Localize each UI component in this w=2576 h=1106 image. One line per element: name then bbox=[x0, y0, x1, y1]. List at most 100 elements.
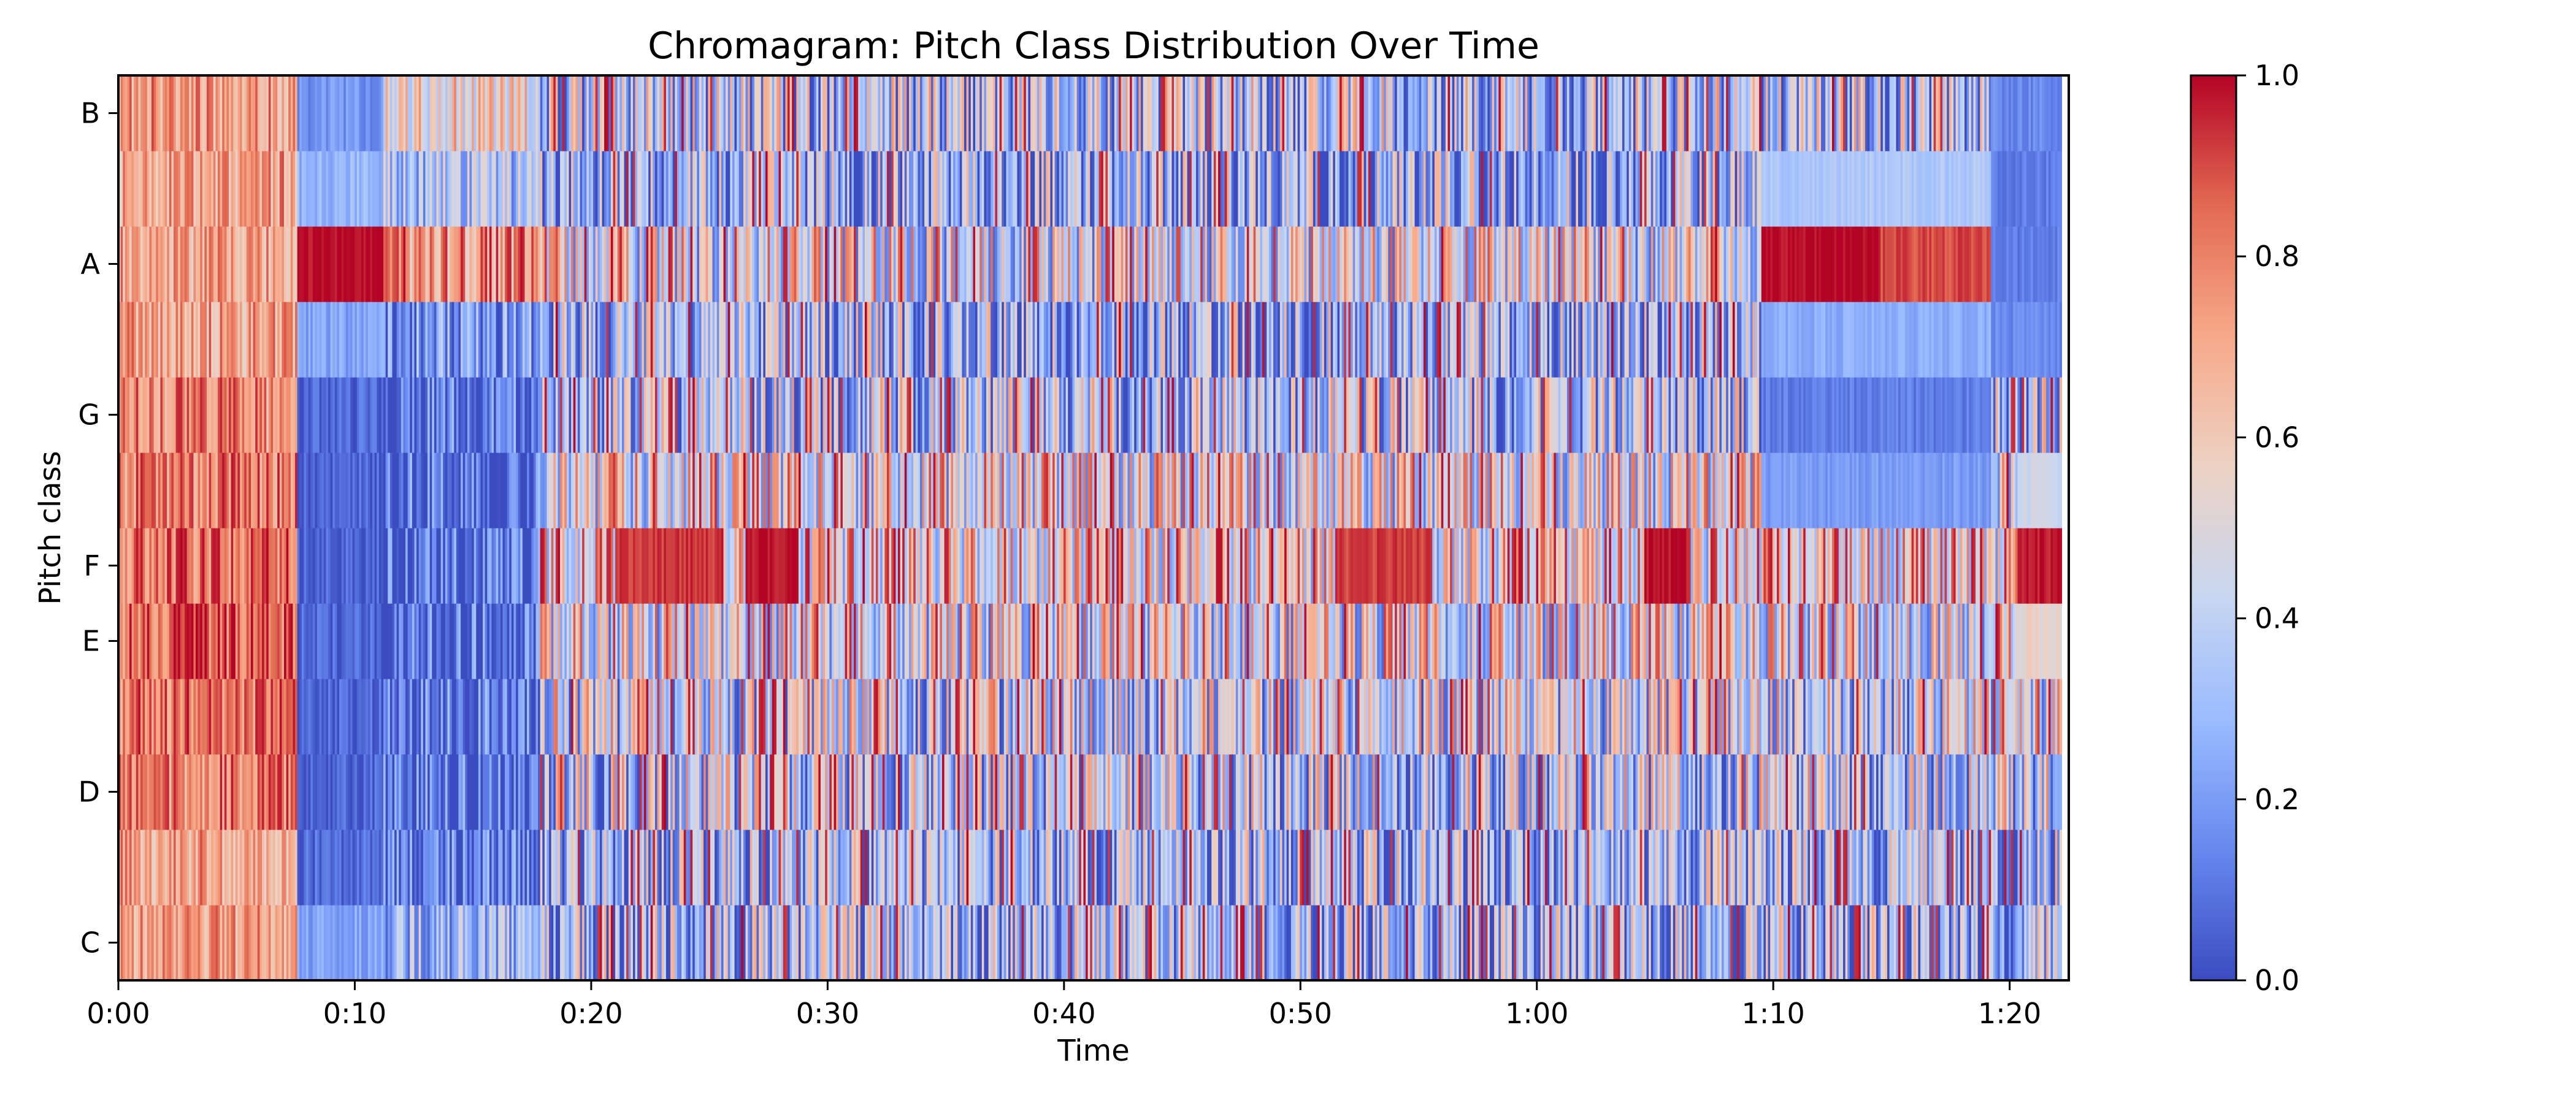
heatmap-cell bbox=[1704, 830, 1707, 906]
heatmap-cell bbox=[679, 603, 682, 679]
heatmap-cell bbox=[476, 830, 479, 906]
heatmap-cell bbox=[1167, 830, 1170, 906]
heatmap-cell bbox=[337, 830, 340, 906]
heatmap-cell bbox=[668, 603, 671, 679]
heatmap-cell bbox=[1105, 905, 1108, 981]
heatmap-cell bbox=[1779, 603, 1782, 679]
heatmap-cell bbox=[1554, 830, 1557, 906]
heatmap-cell bbox=[1918, 905, 1921, 981]
heatmap-cell bbox=[1584, 603, 1587, 679]
heatmap-cell bbox=[185, 603, 188, 679]
heatmap-cell bbox=[451, 528, 454, 604]
heatmap-cell bbox=[1147, 603, 1151, 679]
heatmap-cell bbox=[1834, 679, 1837, 755]
heatmap-cell bbox=[955, 679, 958, 755]
heatmap-cell bbox=[1205, 754, 1208, 830]
heatmap-cell bbox=[2031, 679, 2034, 755]
heatmap-cell bbox=[445, 679, 448, 755]
heatmap-cell bbox=[1787, 754, 1791, 830]
heatmap-cell bbox=[240, 905, 243, 981]
heatmap-cell bbox=[1075, 830, 1078, 906]
heatmap-cell bbox=[564, 603, 567, 679]
heatmap-cell bbox=[1874, 830, 1877, 906]
heatmap-cell bbox=[1593, 679, 1597, 755]
heatmap-cell bbox=[1370, 528, 1373, 604]
heatmap-cell bbox=[1726, 830, 1729, 906]
heatmap-cell bbox=[2035, 603, 2038, 679]
heatmap-cell bbox=[849, 754, 852, 830]
heatmap-cell bbox=[1340, 754, 1343, 830]
heatmap-cell bbox=[1909, 754, 1912, 830]
heatmap-cell bbox=[1598, 830, 1601, 906]
heatmap-cell bbox=[328, 830, 331, 906]
heatmap-cell bbox=[171, 528, 174, 604]
heatmap-cell bbox=[979, 528, 983, 604]
heatmap-cell bbox=[1068, 679, 1071, 755]
heatmap-cell bbox=[867, 830, 870, 906]
heatmap-cell bbox=[469, 528, 472, 604]
heatmap-cell bbox=[511, 830, 515, 906]
heatmap-cell bbox=[1304, 830, 1307, 906]
heatmap-cell bbox=[1987, 754, 1990, 830]
heatmap-cell bbox=[588, 603, 592, 679]
heatmap-cell bbox=[167, 830, 170, 906]
heatmap-cell bbox=[573, 754, 576, 830]
heatmap-cell bbox=[1306, 754, 1309, 830]
heatmap-cell bbox=[1054, 603, 1057, 679]
heatmap-cell bbox=[1522, 679, 1526, 755]
heatmap-cell bbox=[785, 830, 788, 906]
heatmap-cell bbox=[1739, 679, 1742, 755]
heatmap-cell bbox=[992, 830, 995, 906]
heatmap-cell bbox=[1929, 830, 1932, 906]
heatmap-cell bbox=[244, 754, 247, 830]
heatmap-cell bbox=[1577, 603, 1581, 679]
heatmap-cell bbox=[1255, 603, 1259, 679]
heatmap-cell bbox=[946, 528, 949, 604]
heatmap-cell bbox=[131, 603, 134, 679]
heatmap-cell bbox=[1222, 830, 1225, 906]
heatmap-cell bbox=[1730, 679, 1733, 755]
heatmap-cell bbox=[1498, 830, 1501, 906]
heatmap-cell bbox=[1363, 905, 1367, 981]
heatmap-cell bbox=[1576, 830, 1579, 906]
heatmap-cell bbox=[675, 830, 678, 906]
heatmap-cell bbox=[884, 528, 887, 604]
heatmap-cell bbox=[213, 528, 217, 604]
heatmap-cell bbox=[1333, 603, 1336, 679]
heatmap-cell bbox=[1301, 679, 1305, 755]
heatmap-cell bbox=[946, 754, 949, 830]
heatmap-cell bbox=[783, 905, 786, 981]
heatmap-cell bbox=[1326, 830, 1329, 906]
heatmap-cell bbox=[1163, 528, 1166, 604]
heatmap-cell bbox=[401, 754, 404, 830]
heatmap-cell bbox=[456, 528, 459, 604]
heatmap-cell bbox=[1653, 679, 1656, 755]
heatmap-cell bbox=[1187, 603, 1190, 679]
heatmap-cell bbox=[1977, 754, 1980, 830]
heatmap-cell bbox=[341, 603, 344, 679]
heatmap-cell bbox=[946, 830, 949, 906]
heatmap-cell bbox=[944, 905, 947, 981]
heatmap-cell bbox=[822, 679, 826, 755]
heatmap-cell bbox=[907, 830, 910, 906]
heatmap-cell bbox=[1103, 603, 1106, 679]
heatmap-cell bbox=[856, 528, 859, 604]
heatmap-cell bbox=[1235, 528, 1239, 604]
heatmap-cell bbox=[244, 830, 247, 906]
heatmap-cell bbox=[502, 830, 505, 906]
heatmap-cell bbox=[312, 830, 316, 906]
heatmap-cell bbox=[429, 528, 432, 604]
heatmap-cell bbox=[1279, 679, 1283, 755]
heatmap-cell bbox=[1925, 905, 1928, 981]
heatmap-cell bbox=[1719, 830, 1722, 906]
heatmap-cell bbox=[1679, 905, 1682, 981]
heatmap-cell bbox=[1549, 905, 1552, 981]
heatmap-cell bbox=[897, 905, 901, 981]
heatmap-cell bbox=[732, 830, 735, 906]
heatmap-cell bbox=[299, 830, 302, 906]
heatmap-cell bbox=[1171, 603, 1175, 679]
heatmap-cell bbox=[878, 754, 881, 830]
heatmap-cell bbox=[511, 905, 515, 981]
heatmap-cell bbox=[1014, 754, 1018, 830]
heatmap-cell bbox=[705, 679, 708, 755]
